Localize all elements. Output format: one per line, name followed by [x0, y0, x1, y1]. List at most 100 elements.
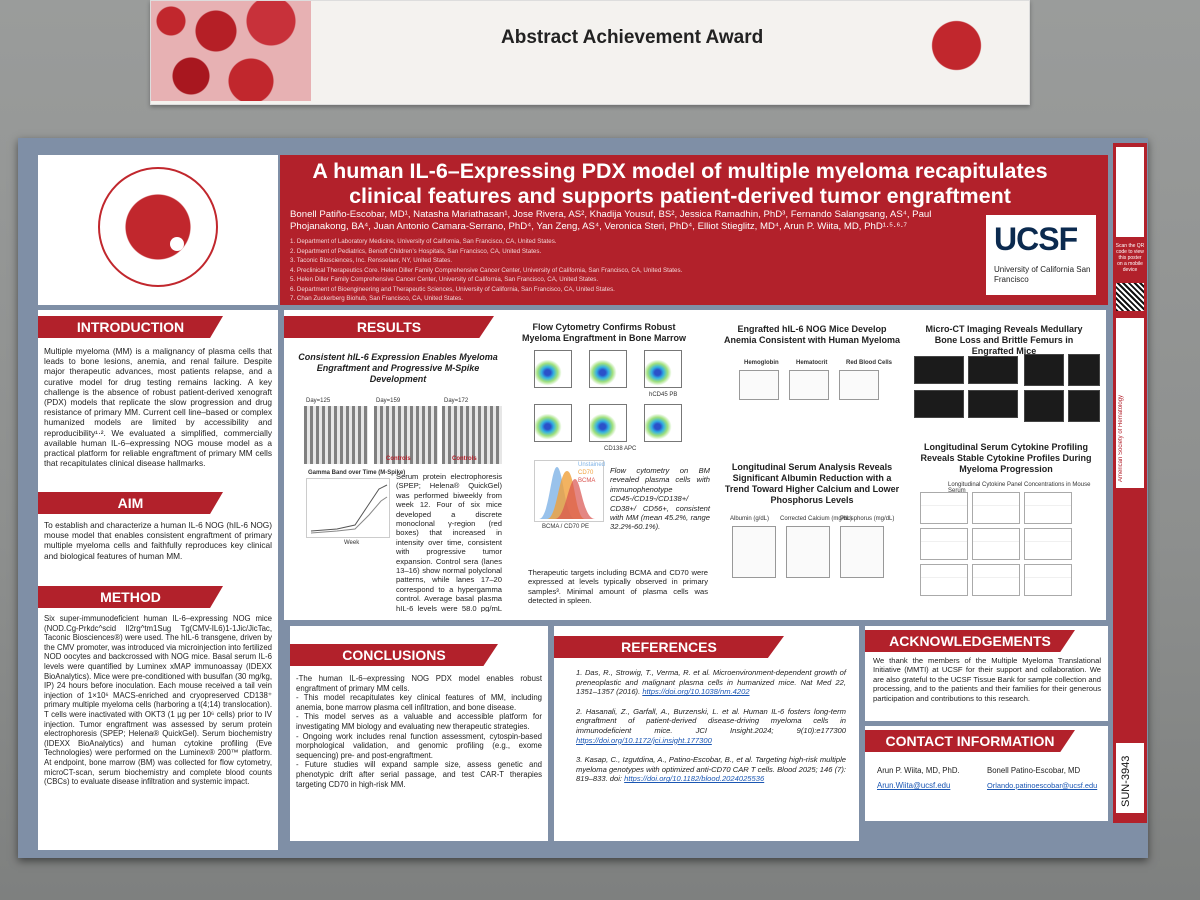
results-heading: RESULTS: [284, 316, 494, 338]
poster-header: A human IL-6–Expressing PDX model of mul…: [280, 155, 1108, 305]
conclusion-item: -The human IL-6–expressing NOG PDX model…: [296, 674, 542, 693]
ash-logo-box: [38, 155, 278, 305]
references-list: 1. Das, R., Strowig, T., Verma, R. et al…: [576, 668, 846, 784]
controls-label: Controls: [452, 456, 477, 462]
phosphorus-plot: [840, 526, 884, 578]
calcium-plot: [786, 526, 830, 578]
affiliation: 6. Department of Bioengineering and Ther…: [290, 285, 615, 293]
qr-code-icon[interactable]: [1116, 283, 1144, 311]
aim-text: To establish and characterize a human IL…: [44, 520, 272, 561]
serum-label: Phosphorus (mg/dL): [840, 516, 895, 522]
contact-email[interactable]: Arun.Wiita@ucsf.edu: [877, 781, 951, 790]
flow-plot: [589, 404, 627, 442]
cyto-panel-title: Longitudinal Serum Cytokine Profiling Re…: [920, 442, 1092, 474]
ct-image: [914, 356, 964, 384]
acknowledgements-panel: ACKNOWLEDGEMENTS We thank the members of…: [865, 626, 1108, 721]
conclusion-item: - This model recapitulates key clinical …: [296, 693, 542, 712]
rbc-plot: [839, 370, 879, 400]
reference-text: 3. Kasap, C., Izgutdina, A., Patino-Esco…: [576, 755, 846, 784]
cytokine-plot: [1024, 564, 1072, 596]
albumin-plot: [732, 526, 776, 578]
hemoglobin-plot: [739, 370, 779, 400]
ct-image: [1068, 354, 1100, 386]
flow-plot: [534, 404, 572, 442]
affiliation: 3. Taconic Biosciences, Inc. Rensselaer,…: [290, 257, 453, 264]
reference-item: 2. Hasanali, Z., Garfall, A., Burzenski,…: [576, 707, 846, 745]
introduction-text: Multiple myeloma (MM) is a malignancy of…: [44, 346, 272, 469]
left-column: INTRODUCTION Multiple myeloma (MM) is a …: [38, 310, 278, 850]
aim-heading: AIM: [38, 492, 223, 514]
qr-caption: Scan the QR code to view this poster on …: [1115, 243, 1145, 273]
anemia-label: Hemoglobin: [744, 360, 779, 366]
cytokine-plot: [1024, 528, 1072, 560]
contact-email[interactable]: Orlando.patinoescobar@ucsf.edu: [987, 781, 1098, 790]
references-heading: REFERENCES: [554, 636, 784, 658]
gel-image: [442, 406, 502, 464]
flow-hist-label: BCMA / CD70 PE: [542, 524, 590, 530]
cytokine-plot: [972, 492, 1020, 524]
ct-image: [1068, 390, 1100, 422]
conclusion-item: - Ongoing work includes renal function a…: [296, 731, 542, 760]
ash-strip-text: American Society of Hematology: [1118, 394, 1124, 482]
reference-item: 1. Das, R., Strowig, T., Verma, R. et al…: [576, 668, 846, 697]
flow-histogram: [534, 460, 604, 522]
flow-text: Flow cytometry on BM revealed plasma cel…: [610, 466, 710, 532]
flow-axis-label: CD138 APC: [604, 446, 637, 452]
cytokine-plot: [972, 528, 1020, 560]
poster-logo-icon: [1116, 147, 1144, 237]
references-panel: REFERENCES 1. Das, R., Strowig, T., Verm…: [554, 626, 859, 841]
acknowledgements-text: We thank the members of the Multiple Mye…: [873, 656, 1101, 703]
reference-link[interactable]: https://doi.org/10.1182/blood.2024025536: [624, 774, 765, 784]
reference-link[interactable]: https://doi.org/10.1038/nm.4202: [642, 687, 750, 697]
conclusions-heading: CONCLUSIONS: [290, 644, 498, 666]
flow-histogram-curves: [539, 467, 595, 519]
reference-text: 1. Das, R., Strowig, T., Verma, R. et al…: [576, 668, 846, 697]
flow-plot: [534, 350, 572, 388]
flow-text-2: Therapeutic targets including BCMA and C…: [528, 568, 708, 606]
contact-heading: CONTACT INFORMATION: [865, 730, 1075, 752]
serum-panel-title: Longitudinal Serum Analysis Reveals Sign…: [724, 462, 900, 505]
conclusion-item: - Future studies will expand sample size…: [296, 760, 542, 789]
reference-link[interactable]: https://doi.org/10.1172/jci.insight.1773…: [576, 735, 712, 745]
ct-image: [1024, 390, 1064, 422]
affiliation: 1. Department of Laboratory Medicine, Un…: [290, 238, 557, 245]
cytokine-plot: [920, 492, 968, 524]
reference-item: 3. Kasap, C., Izgutdina, A., Patino-Esco…: [576, 755, 846, 784]
flow-panel-title: Flow Cytometry Confirms Robust Myeloma E…: [521, 322, 687, 343]
serum-label: Corrected Calcium (mg/dL): [780, 516, 853, 522]
gel-image: [374, 406, 438, 464]
cytokine-plot: [1024, 492, 1072, 524]
award-title: Abstract Achievement Award: [501, 27, 764, 48]
cyto-subtitle: Longitudinal Cytokine Panel Concentratio…: [948, 482, 1091, 494]
ucsf-logo: UCSF University of California San Franci…: [986, 215, 1096, 295]
method-heading: METHOD: [38, 586, 223, 608]
reference-text: 2. Hasanali, Z., Garfall, A., Burzenski,…: [576, 706, 846, 735]
ct-image: [968, 356, 1018, 384]
flow-axis-label: hCD45 PB: [649, 392, 678, 398]
introduction-heading: INTRODUCTION: [38, 316, 223, 338]
affiliation: 4. Preclinical Therapeutics Core. Helen …: [290, 266, 683, 274]
conclusion-item: - This model serves as a valuable and ac…: [296, 712, 542, 731]
anemia-panel-title: Engrafted hIL-6 NOG Mice Develop Anemia …: [723, 324, 901, 345]
gel-label: Day=159: [376, 398, 401, 404]
ucsf-subtitle: University of California San Francisco: [994, 265, 1091, 284]
ucsf-wordmark: UCSF: [994, 221, 1078, 257]
spep-panel-title: Consistent hIL-6 Expression Enables Myel…: [298, 352, 498, 384]
cytokine-plot: [920, 528, 968, 560]
acknowledgements-heading: ACKNOWLEDGEMENTS: [865, 630, 1075, 652]
affiliation-list: 1. Department of Laboratory Medicine, Un…: [290, 237, 990, 304]
week-axis-label: Week: [344, 540, 360, 546]
affiliation: 7. Chan Zuckerberg Biohub, San Francisco…: [290, 295, 463, 302]
flow-plot: [644, 404, 682, 442]
controls-label: Controls: [386, 456, 411, 462]
conclusions-panel: CONCLUSIONS -The human IL-6–expressing N…: [290, 626, 548, 841]
cytokine-plot: [920, 564, 968, 596]
poster-id-box: SUN-3943: [1116, 743, 1144, 813]
flow-plot: [589, 350, 627, 388]
gamma-chart-lines: [310, 484, 388, 534]
legend-bcma: BCMA: [578, 478, 596, 484]
flow-plot: [644, 350, 682, 388]
gamma-chart: [306, 478, 390, 538]
legend-unstained: Unstained: [578, 462, 606, 468]
method-text: Six super-immunodeficient human IL-6–exp…: [44, 614, 272, 787]
